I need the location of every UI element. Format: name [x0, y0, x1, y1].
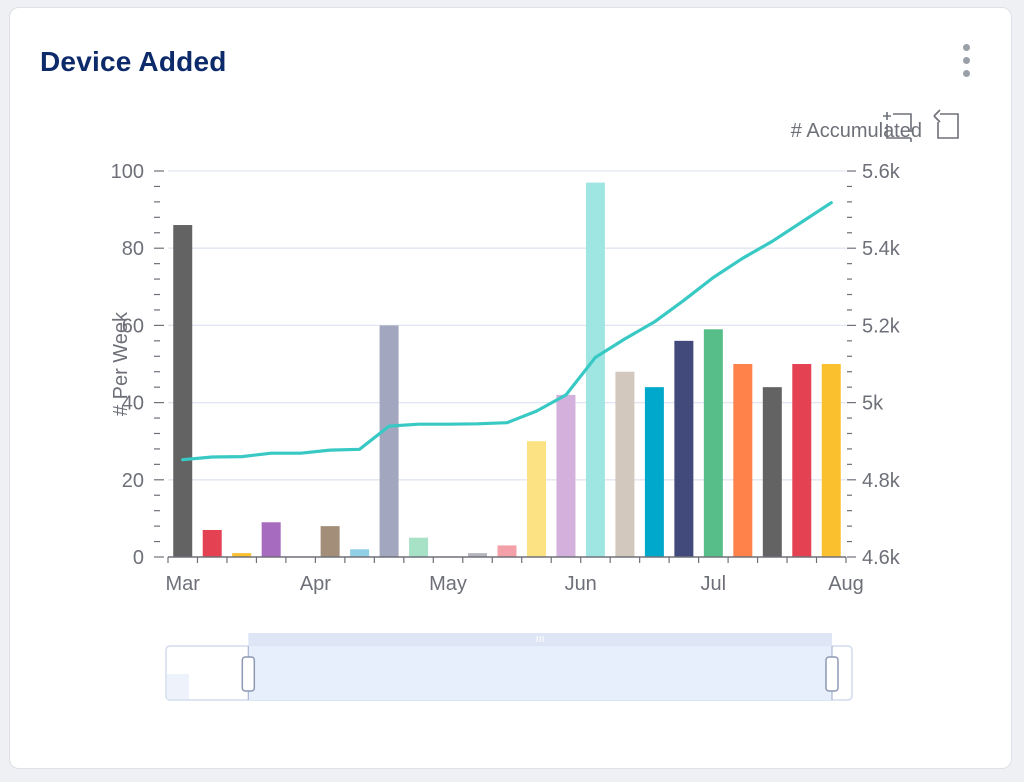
data-zoom-slider[interactable] — [165, 633, 853, 701]
bar — [409, 537, 429, 557]
left-tick-label: 80 — [122, 238, 144, 260]
accumulated-line-series — [181, 201, 833, 462]
bar — [733, 364, 753, 557]
x-tick-label: Mar — [166, 573, 201, 595]
left-tick-label: 0 — [133, 547, 144, 569]
right-axis: 4.6k 4.8k 5k 5.2k 5.4k 5.6k — [847, 161, 901, 569]
card-title: Device Added — [40, 46, 227, 77]
right-tick-label: 4.8k — [862, 470, 901, 492]
x-tick-label: Jul — [701, 573, 727, 595]
accumulated-line — [181, 201, 833, 462]
slider-selected-range — [248, 646, 832, 700]
bar — [261, 522, 281, 557]
zoom-reset-icon[interactable] — [933, 109, 959, 139]
kebab-menu-icon[interactable] — [956, 44, 978, 80]
bar — [202, 529, 222, 557]
bar — [792, 364, 812, 557]
bar — [379, 325, 399, 557]
x-tick-label: Aug — [828, 573, 864, 595]
left-axis-label: # Per Week — [110, 311, 132, 416]
x-tick-label: May — [429, 573, 467, 595]
bar — [350, 549, 370, 557]
grid-lines — [168, 170, 846, 481]
bar-series — [173, 182, 841, 558]
bar — [644, 387, 664, 557]
bar — [556, 394, 576, 557]
left-tick-label: 20 — [122, 470, 144, 492]
left-tick-label: 40 — [122, 393, 144, 415]
right-tick-label: 5.6k — [862, 161, 901, 183]
right-tick-label: 5.4k — [862, 238, 901, 260]
slider-handle[interactable] — [825, 656, 839, 692]
bar — [615, 371, 635, 557]
bar — [703, 329, 723, 557]
slider-preview — [167, 674, 189, 699]
left-axis: 0 20 40 60 80 100 — [111, 161, 164, 569]
slider-handle[interactable] — [241, 656, 256, 692]
right-tick-label: 5.2k — [862, 315, 901, 337]
left-tick-label: 100 — [111, 161, 144, 183]
bar — [821, 364, 841, 557]
right-axis-label: # Accumulated — [791, 120, 922, 142]
x-axis: Mar Apr May Jun Jul Aug — [166, 556, 864, 595]
bar — [497, 545, 517, 557]
bar — [762, 387, 782, 557]
bar — [173, 225, 193, 558]
right-tick-label: 5k — [862, 393, 884, 415]
zoom-select-icon[interactable] — [883, 112, 912, 142]
bar — [674, 340, 694, 557]
x-tick-label: Apr — [300, 573, 331, 595]
bar — [468, 553, 488, 557]
bar — [526, 441, 546, 557]
left-tick-label: 60 — [122, 315, 144, 337]
bar — [585, 182, 605, 557]
x-tick-label: Jun — [565, 573, 597, 595]
bar — [232, 553, 252, 557]
bar — [320, 526, 340, 557]
right-tick-label: 4.6k — [862, 547, 901, 569]
